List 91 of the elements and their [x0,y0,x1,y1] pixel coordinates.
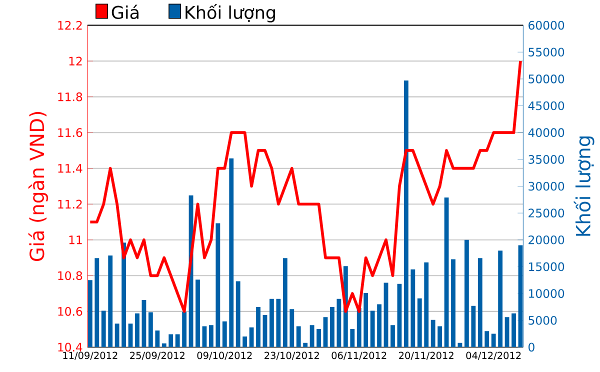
bar [222,321,227,347]
bar [498,250,503,347]
bar [444,197,449,347]
y2-tick-label: 50000 [528,74,564,84]
y-tick-label: 11 [69,235,82,244]
x-tick-label: 04/12/2012 [466,352,521,360]
y2-tick-label: 55000 [528,47,564,56]
y-tick-label: 11.4 [58,164,82,172]
y2-tick-label: 25000 [528,208,564,218]
bar [356,308,362,347]
bar [276,298,281,347]
bar [168,334,174,347]
bar [270,298,274,347]
bar [128,323,133,347]
bar [162,343,166,347]
bar [236,280,240,347]
bar [438,326,442,347]
bar [303,342,308,347]
legend-label: Giá [112,4,138,19]
y2-tick-label: 45000 [528,101,564,110]
bar [370,310,375,347]
bar [377,304,382,347]
bar [491,334,496,347]
y-tick-label: 10.8 [58,271,82,280]
bar [404,80,408,347]
bar [390,324,395,347]
bar [430,320,436,347]
bar [310,324,314,347]
y2-tick-label: 40000 [528,128,564,137]
y2-tick-label: 5000 [528,316,557,325]
bar [155,330,160,347]
bar [296,326,301,347]
bar [182,312,187,347]
bar [451,258,456,347]
bar [410,269,416,347]
x-tick-label: 06/11/2012 [332,352,386,360]
y2-tick-label: 60000 [528,20,564,30]
bar [175,334,180,347]
bar [282,258,288,347]
bar [424,262,429,347]
y-tick-label: 10.4 [58,342,82,352]
bar [384,282,388,347]
bar [101,310,106,347]
bar [471,306,476,347]
y-tick-label: 11.8 [58,92,82,101]
bar [229,158,234,347]
x-tick-label: 20/11/2012 [399,352,454,360]
y2-tick-label: 20000 [528,235,564,244]
y-tick-label: 12 [69,56,82,66]
bar [336,298,342,347]
y2-tick-label: 0 [528,342,534,352]
x-tick-label: 23/10/2012 [264,352,319,360]
y-tick-label: 10.6 [58,306,82,316]
y2-tick-label: 10000 [529,288,564,298]
x-tick-label: 09/10/2012 [197,352,252,360]
bar [94,258,100,347]
bar [316,328,321,347]
bar [290,308,294,347]
bar [242,336,248,347]
bar [350,328,355,347]
bar [142,300,146,347]
x-tick-label: 25/09/2012 [130,352,184,360]
y2-tick-label: 35000 [528,154,564,164]
bar [504,316,510,347]
bar [417,298,422,347]
legend-label: Khối lượng [186,4,275,22]
y2-tick-label: 15000 [529,262,564,271]
bar [108,255,113,347]
bar [464,240,469,347]
bar [330,306,334,347]
bar [478,258,482,347]
bar [484,330,490,347]
bar [148,312,153,347]
y-tick-label: 12.2 [58,20,82,30]
bar [208,324,214,347]
bar [216,223,220,347]
y2-axis-title: Khối lượng [574,136,594,236]
y-axis-title: Giá (ngàn VND) [28,112,48,261]
bar [114,323,120,347]
bar [262,314,268,347]
x-tick-label: 11/09/2012 [63,352,118,360]
bar [323,316,328,347]
bar [88,280,92,347]
y-tick-label: 11.6 [58,128,82,137]
bar [135,313,140,347]
bar [196,279,200,347]
bar [397,284,402,347]
y2-tick-label: 30000 [528,182,564,190]
bar [364,292,368,347]
y-tick-label: 11.2 [58,200,82,208]
bar [256,306,260,347]
